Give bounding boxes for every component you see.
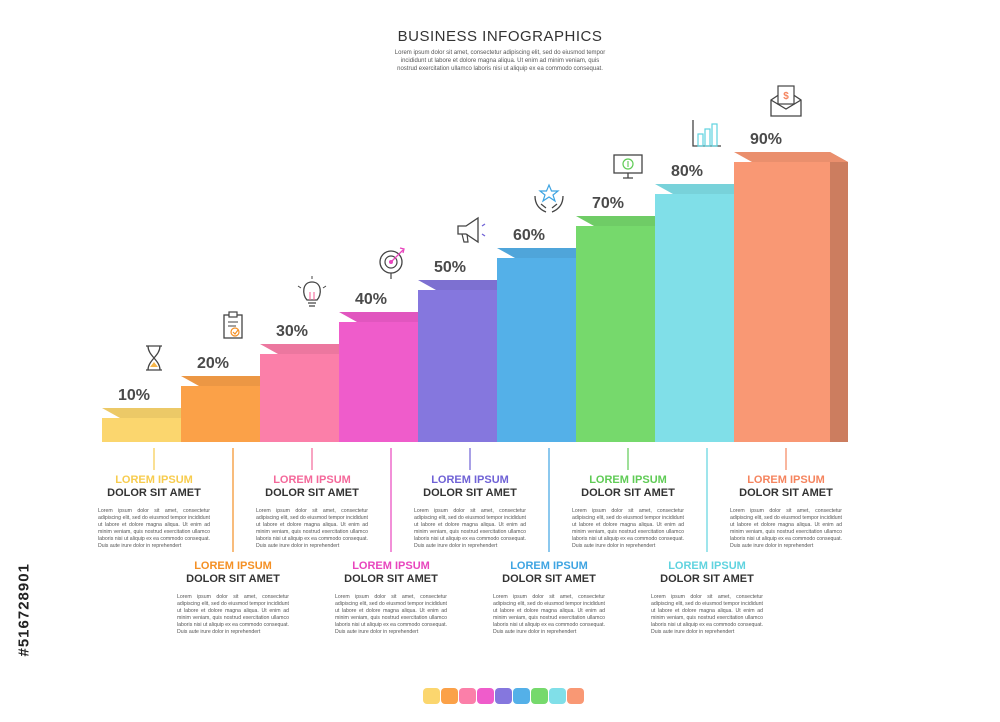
label-subtitle: DOLOR SIT AMET bbox=[107, 487, 201, 499]
label-title: LOREM IPSUM bbox=[668, 560, 746, 572]
svg-text:$: $ bbox=[783, 91, 789, 102]
label-block-3: LOREM IPSUM DOLOR SIT AMET Lorem ipsum dol… bbox=[256, 474, 368, 550]
bar-chart-icon bbox=[692, 120, 721, 147]
label-block-2: LOREM IPSUM DOLOR SIT AMET Lorem ipsum dol… bbox=[177, 560, 289, 636]
bar-value-label-2: 20% bbox=[197, 355, 229, 372]
stock-id-text: #516728901 bbox=[15, 563, 33, 657]
bar-value-label-4: 40% bbox=[355, 291, 387, 308]
bar-value-label-1: 10% bbox=[118, 387, 150, 404]
label-body: Lorem ipsum dolor sit amet, consectetur … bbox=[651, 594, 763, 635]
label-body: Lorem ipsum dolor sit amet, consectetur … bbox=[493, 594, 605, 635]
label-subtitle: DOLOR SIT AMET bbox=[423, 487, 517, 499]
lightbulb-icon bbox=[297, 276, 327, 307]
color-swatch-8 bbox=[549, 688, 566, 704]
label-subtitle: DOLOR SIT AMET bbox=[344, 573, 438, 585]
monitor-money-icon bbox=[613, 154, 643, 179]
label-title: LOREM IPSUM bbox=[510, 560, 588, 572]
label-body: Lorem ipsum dolor sit amet, consectetur … bbox=[572, 508, 684, 549]
label-body: Lorem ipsum dolor sit amet, consectetur … bbox=[256, 508, 368, 549]
color-swatch-3 bbox=[459, 688, 476, 704]
color-swatch-6 bbox=[513, 688, 530, 704]
color-swatch-9 bbox=[567, 688, 584, 704]
clipboard-check-icon bbox=[223, 311, 243, 339]
label-subtitle: DOLOR SIT AMET bbox=[581, 487, 675, 499]
label-body: Lorem ipsum dolor sit amet, consectetur … bbox=[730, 508, 842, 549]
label-subtitle: DOLOR SIT AMET bbox=[660, 573, 754, 585]
label-subtitle: DOLOR SIT AMET bbox=[186, 573, 280, 585]
megaphone-icon bbox=[457, 216, 486, 244]
color-swatch-5 bbox=[495, 688, 512, 704]
stock-id-watermark: #516728901 bbox=[14, 488, 36, 658]
label-title: LOREM IPSUM bbox=[747, 474, 825, 486]
color-swatch-1 bbox=[423, 688, 440, 704]
label-subtitle: DOLOR SIT AMET bbox=[502, 573, 596, 585]
label-subtitle: DOLOR SIT AMET bbox=[265, 487, 359, 499]
label-body: Lorem ipsum dolor sit amet, consectetur … bbox=[98, 508, 210, 549]
page-title: BUSINESS INFOGRAPHICS bbox=[397, 28, 603, 45]
label-body: Lorem ipsum dolor sit amet, consectetur … bbox=[335, 594, 447, 635]
label-block-6: LOREM IPSUM DOLOR SIT AMET Lorem ipsum dol… bbox=[493, 560, 605, 636]
envelope-dollar-icon: $ bbox=[770, 85, 802, 117]
bar-value-label-3: 30% bbox=[276, 323, 308, 340]
label-subtitle: DOLOR SIT AMET bbox=[739, 487, 833, 499]
label-block-1: LOREM IPSUM DOLOR SIT AMET Lorem ipsum dol… bbox=[98, 474, 210, 550]
hourglass-icon bbox=[146, 345, 162, 371]
label-title: LOREM IPSUM bbox=[352, 560, 430, 572]
bar-value-label-8: 80% bbox=[671, 163, 703, 180]
label-body: Lorem ipsum dolor sit amet, consectetur … bbox=[177, 594, 289, 635]
color-swatches bbox=[423, 688, 584, 704]
label-block-8: LOREM IPSUM DOLOR SIT AMET Lorem ipsum dol… bbox=[651, 560, 763, 636]
label-block-5: LOREM IPSUM DOLOR SIT AMET Lorem ipsum dol… bbox=[414, 474, 526, 550]
label-block-7: LOREM IPSUM DOLOR SIT AMET Lorem ipsum dol… bbox=[572, 474, 684, 550]
hands-star-icon bbox=[534, 183, 564, 213]
bar-value-label-5: 50% bbox=[434, 259, 466, 276]
bar-value-label-6: 60% bbox=[513, 227, 545, 244]
color-swatch-2 bbox=[441, 688, 458, 704]
label-title: LOREM IPSUM bbox=[115, 474, 193, 486]
label-title: LOREM IPSUM bbox=[589, 474, 667, 486]
label-title: LOREM IPSUM bbox=[273, 474, 351, 486]
label-block-9: LOREM IPSUM DOLOR SIT AMET Lorem ipsum dol… bbox=[730, 474, 842, 550]
bar-value-label-7: 70% bbox=[592, 195, 624, 212]
label-block-4: LOREM IPSUM DOLOR SIT AMET Lorem ipsum dol… bbox=[335, 560, 447, 636]
label-body: Lorem ipsum dolor sit amet, consectetur … bbox=[414, 508, 526, 549]
color-swatch-7 bbox=[531, 688, 548, 704]
target-icon bbox=[379, 247, 405, 279]
bar-9 bbox=[734, 152, 848, 442]
color-swatch-4 bbox=[477, 688, 494, 704]
bar-value-label-9: 90% bbox=[750, 131, 782, 148]
label-title: LOREM IPSUM bbox=[194, 560, 272, 572]
page-subtitle: Lorem ipsum dolor sit amet, consectetur … bbox=[394, 50, 606, 72]
label-title: LOREM IPSUM bbox=[431, 474, 509, 486]
